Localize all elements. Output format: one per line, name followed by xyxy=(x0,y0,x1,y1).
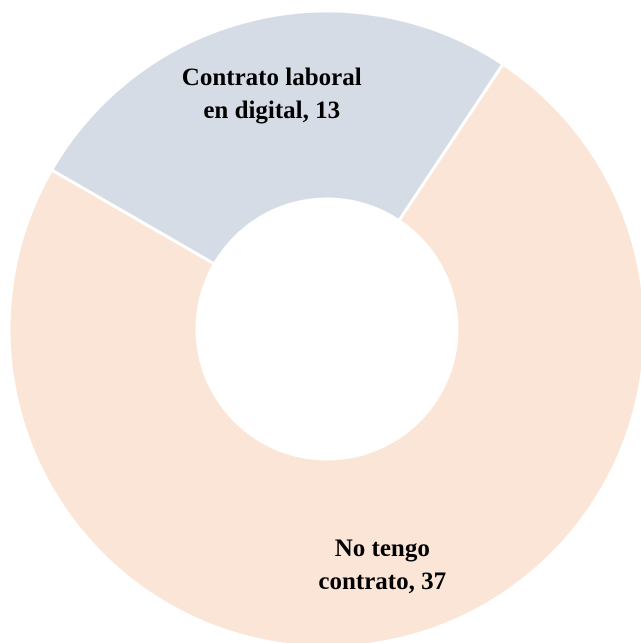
slice-label-line: contrato, 37 xyxy=(318,568,446,595)
slice-contrato-laboral-en-digital xyxy=(49,9,506,267)
slice-no-tengo-contrato xyxy=(7,62,641,643)
slice-label-line: No tengo xyxy=(335,535,430,562)
slice-label-contrato-laboral-en-digital: Contrato laboral en digital, 13 xyxy=(182,64,362,124)
slice-label-line: en digital, 13 xyxy=(203,97,340,124)
slice-label-no-tengo-contrato: No tengo contrato, 37 xyxy=(318,535,446,595)
slice-label-line: Contrato laboral xyxy=(182,64,362,91)
